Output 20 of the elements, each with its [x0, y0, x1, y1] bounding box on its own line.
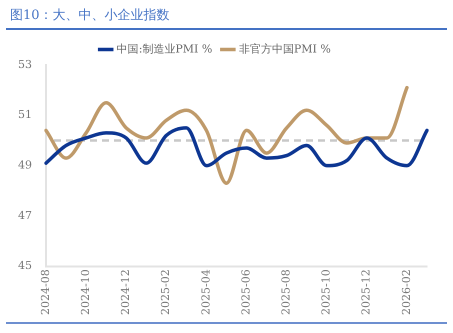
x-tick-label: 2025-06: [239, 269, 252, 316]
x-tick-label: 2025-10: [320, 269, 333, 316]
chart-title: 图10：大、中、小企业指数: [6, 6, 447, 30]
legend-label: 非官方中国PMI %: [238, 42, 331, 56]
x-tick-label: 2024-12: [119, 269, 132, 316]
line-series: [44, 126, 429, 168]
x-tick-label: 2024-10: [78, 269, 92, 316]
x-tick-label: 2025-08: [279, 269, 292, 316]
y-tick-label: 45: [18, 259, 32, 272]
x-tick-label: 2025-12: [360, 269, 373, 316]
y-tick-label: 51: [18, 108, 32, 122]
y-tick-label: 47: [18, 208, 32, 222]
x-tick-label: 2025-02: [159, 269, 172, 316]
y-tick-label: 49: [18, 158, 32, 172]
x-tick-label: 2025-04: [199, 269, 212, 316]
line-series: [44, 86, 409, 186]
y-tick-label: 53: [18, 58, 32, 71]
x-tick-label: 2024-08: [38, 269, 52, 316]
legend-label: 中国:制造业PMI %: [116, 42, 212, 56]
x-tick-label: 2026-02: [400, 269, 413, 316]
